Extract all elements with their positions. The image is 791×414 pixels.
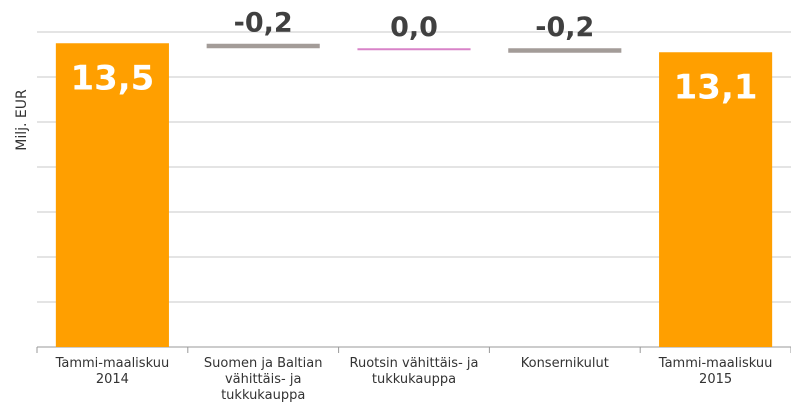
value-label: 13,1 xyxy=(674,67,758,107)
bar xyxy=(206,43,320,49)
bar xyxy=(55,43,169,347)
x-tick-label: Tammi-maaliskuu 2015 xyxy=(658,356,773,387)
bar xyxy=(508,48,622,53)
x-tick-label: Suomen ja Baltian vähittäis- ja tukkukau… xyxy=(203,356,323,403)
bar xyxy=(659,52,773,347)
bar xyxy=(357,48,471,51)
value-label: 0,0 xyxy=(390,12,438,43)
x-tick-label: Ruotsin vähittäis- ja tukkukauppa xyxy=(349,356,479,387)
value-label: 13,5 xyxy=(70,58,154,98)
x-tick-label: Konsernikulut xyxy=(520,356,609,371)
value-label: -0,2 xyxy=(234,7,293,38)
value-label: -0,2 xyxy=(535,12,594,43)
x-tick-label: Tammi-maaliskuu 2014 xyxy=(55,356,170,387)
y-axis-label: Milj. EUR xyxy=(14,89,30,151)
